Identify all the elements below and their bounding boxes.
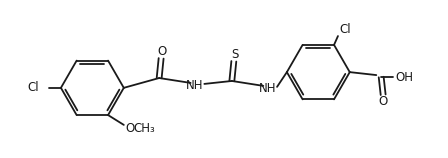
Text: NH: NH xyxy=(186,79,203,92)
Text: O: O xyxy=(126,122,135,135)
Text: S: S xyxy=(231,48,238,61)
Text: CH₃: CH₃ xyxy=(134,122,155,135)
Text: NH: NH xyxy=(258,82,276,95)
Text: O: O xyxy=(379,95,388,108)
Text: O: O xyxy=(158,45,167,58)
Text: Cl: Cl xyxy=(28,81,39,94)
Text: Cl: Cl xyxy=(339,23,351,36)
Text: OH: OH xyxy=(395,70,413,84)
